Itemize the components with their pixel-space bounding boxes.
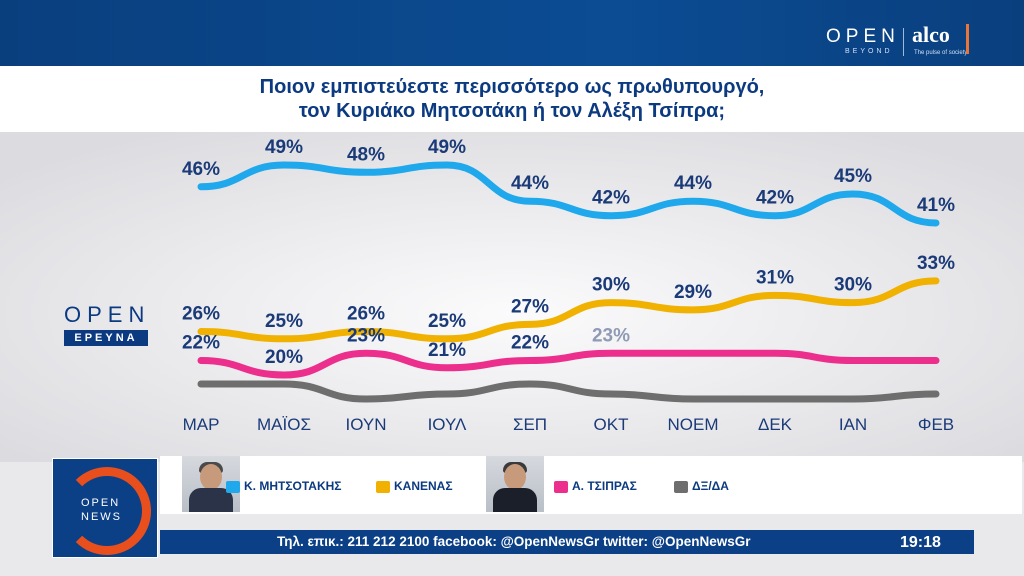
- data-label-mitsotakis-3: 49%: [428, 137, 466, 158]
- series-line-kanenas: [197, 277, 940, 343]
- data-label-tsipras-2: 23%: [347, 325, 385, 346]
- brand-divider: [903, 28, 904, 56]
- x-tick-label-1: ΜΑΪΟΣ: [257, 415, 311, 434]
- tsipras-suit: [493, 488, 537, 512]
- data-label-kanenas-8: 30%: [834, 275, 872, 296]
- legend-swatch-kanenas: [376, 481, 390, 493]
- clock: 19:18: [900, 534, 941, 551]
- data-label-mitsotakis-4: 44%: [511, 173, 549, 194]
- x-tick-label-8: ΙΑΝ: [839, 415, 867, 434]
- news-ticker: Τηλ. επικ.: 211 212 2100 facebook: @Open…: [160, 530, 974, 554]
- data-label-mitsotakis-1: 49%: [265, 137, 303, 158]
- mitsotakis-face: [200, 464, 222, 490]
- mitsotakis-suit: [189, 488, 233, 512]
- data-label-tsipras-0: 22%: [182, 333, 220, 354]
- tsipras-photo: [486, 456, 544, 512]
- data-label-mitsotakis-9: 41%: [917, 195, 955, 216]
- series-line-tsipras: [197, 349, 940, 379]
- series-line-mitsotakis: [197, 161, 940, 227]
- x-tick-label-4: ΣΕΠ: [513, 415, 547, 434]
- chart-title-line-2: τον Κυριάκο Μητσοτάκη ή τον Αλέξη Τσίπρα…: [298, 100, 726, 122]
- open-news-open-text: OPEN: [81, 497, 121, 509]
- x-tick-label-2: ΙΟΥΝ: [345, 415, 386, 434]
- data-label-kanenas-4: 27%: [511, 296, 549, 317]
- open-news-logo: OPEN NEWS: [52, 458, 158, 558]
- data-label-kanenas-7: 31%: [756, 267, 794, 288]
- legend-swatch-tsipras: [554, 481, 568, 493]
- legend-swatch-mitsotakis: [226, 481, 240, 493]
- x-tick-label-3: ΙΟΥΛ: [428, 415, 467, 434]
- legend: Κ. ΜΗΤΣΟΤΑΚΗΣ ΚΑΝΕΝΑΣ Α. ΤΣΙΠΡΑΣ ΔΞ/ΔΑ: [160, 456, 1022, 514]
- series-line-dkda: [197, 380, 940, 403]
- data-label-mitsotakis-2: 48%: [347, 144, 385, 165]
- legend-label-mitsotakis: Κ. ΜΗΤΣΟΤΑΚΗΣ: [244, 479, 342, 493]
- x-tick-label-7: ΔΕΚ: [758, 415, 793, 434]
- x-tick-label-6: ΝΟΕΜ: [668, 415, 719, 434]
- legend-label-tsipras: Α. ΤΣΙΠΡΑΣ: [572, 479, 637, 493]
- chart-title-line-1: Ποιον εμπιστεύεστε περισσότερο ως πρωθυπ…: [259, 76, 765, 98]
- x-tick-label-5: ΟΚΤ: [594, 415, 629, 434]
- line-chart: 46%49% 48% 49%44%42%44%42%45%41%26% 25% 26% 2…: [0, 132, 1024, 462]
- open-beyond-subtitle: BEYOND: [845, 48, 893, 55]
- open-news-ring: [63, 467, 151, 555]
- data-label-kanenas-2: 26%: [347, 304, 385, 325]
- open-beyond-logo: OPEN: [826, 26, 900, 47]
- data-label-tsipras-5: 23%: [592, 325, 630, 346]
- x-tick-label-9: ΦΕΒ: [918, 415, 954, 434]
- data-label-mitsotakis-5: 42%: [592, 188, 630, 209]
- data-label-kanenas-6: 29%: [674, 282, 712, 303]
- data-label-mitsotakis-7: 42%: [756, 188, 794, 209]
- alco-logo: alco: [912, 22, 950, 47]
- open-news-news-text: NEWS: [81, 511, 122, 523]
- legend-swatch-dkda: [674, 481, 688, 493]
- top-banner: [0, 0, 1024, 66]
- title-panel: [0, 66, 1024, 132]
- alco-tagline: The pulse of society: [914, 50, 968, 56]
- data-label-mitsotakis-8: 45%: [834, 166, 872, 187]
- ticker-text: Τηλ. επικ.: 211 212 2100 facebook: @Open…: [277, 534, 751, 549]
- data-label-tsipras-3: 21%: [428, 340, 466, 361]
- data-label-mitsotakis-0: 46%: [182, 159, 220, 180]
- open-ereyna-logo: OPEN ΕΡΕΥΝΑ: [64, 302, 148, 346]
- brand-accent-bar: [966, 24, 969, 54]
- plot-background: [0, 132, 1024, 462]
- data-label-kanenas-1: 25%: [265, 311, 303, 332]
- data-label-tsipras-1: 20%: [265, 347, 303, 368]
- open-ereyna-label: ΕΡΕΥΝΑ: [64, 330, 148, 346]
- data-label-kanenas-5: 30%: [592, 275, 630, 296]
- tsipras-face: [504, 464, 526, 490]
- data-label-kanenas-3: 25%: [428, 311, 466, 332]
- data-label-kanenas-0: 26%: [182, 304, 220, 325]
- data-label-kanenas-9: 33%: [917, 253, 955, 274]
- x-tick-label-0: ΜΑΡ: [183, 415, 220, 434]
- data-label-mitsotakis-6: 44%: [674, 173, 712, 194]
- legend-label-kanenas: ΚΑΝΕΝΑΣ: [394, 479, 453, 493]
- legend-label-dkda: ΔΞ/ΔΑ: [692, 479, 729, 493]
- open-ereyna-open-text: OPEN: [64, 302, 151, 327]
- data-label-tsipras-4: 22%: [511, 333, 549, 354]
